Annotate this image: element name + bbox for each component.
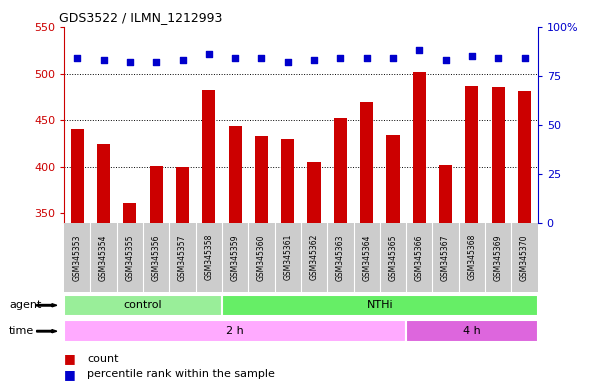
Point — [178, 57, 188, 63]
Text: agent: agent — [9, 300, 42, 310]
Bar — [202, 90, 216, 384]
Text: ■: ■ — [64, 353, 76, 366]
Bar — [71, 129, 84, 384]
Text: NTHi: NTHi — [367, 300, 393, 310]
Bar — [518, 91, 531, 384]
Bar — [386, 135, 400, 384]
Bar — [439, 165, 452, 384]
Text: GSM345357: GSM345357 — [178, 234, 187, 281]
Point — [441, 57, 450, 63]
Bar — [334, 118, 347, 384]
Text: GSM345368: GSM345368 — [467, 234, 477, 280]
Bar — [64, 320, 406, 343]
Point — [335, 55, 345, 61]
Text: GSM345363: GSM345363 — [336, 234, 345, 281]
Point — [414, 47, 424, 53]
Bar — [360, 103, 373, 384]
Bar — [492, 86, 505, 384]
Point — [309, 57, 319, 63]
Bar — [406, 320, 538, 343]
Text: count: count — [87, 354, 119, 364]
Text: GSM345358: GSM345358 — [204, 234, 213, 280]
Text: GSM345361: GSM345361 — [284, 234, 292, 280]
Bar — [412, 72, 426, 384]
Point — [125, 59, 135, 65]
Bar — [64, 295, 222, 316]
Text: GSM345360: GSM345360 — [257, 234, 266, 281]
Text: percentile rank within the sample: percentile rank within the sample — [87, 369, 275, 379]
Text: GSM345354: GSM345354 — [99, 234, 108, 281]
Text: GSM345365: GSM345365 — [389, 234, 398, 281]
Text: 4 h: 4 h — [463, 326, 481, 336]
Point — [152, 59, 161, 65]
Text: ■: ■ — [64, 368, 76, 381]
Text: GSM345369: GSM345369 — [494, 234, 503, 281]
Bar — [281, 139, 295, 384]
Point — [230, 55, 240, 61]
Bar — [307, 162, 321, 384]
Bar — [176, 167, 189, 384]
Text: 2 h: 2 h — [226, 326, 244, 336]
Bar — [97, 144, 110, 384]
Point — [204, 51, 214, 57]
Bar — [150, 166, 163, 384]
Text: GSM345362: GSM345362 — [310, 234, 318, 280]
Text: GSM345364: GSM345364 — [362, 234, 371, 281]
Point — [362, 55, 371, 61]
Text: GSM345366: GSM345366 — [415, 234, 424, 281]
Bar — [229, 126, 242, 384]
Text: GSM345355: GSM345355 — [125, 234, 134, 281]
Point — [283, 59, 293, 65]
Text: GSM345356: GSM345356 — [152, 234, 161, 281]
Text: GSM345370: GSM345370 — [520, 234, 529, 281]
Text: GSM345367: GSM345367 — [441, 234, 450, 281]
Point — [519, 55, 529, 61]
Bar — [222, 295, 538, 316]
Text: control: control — [124, 300, 163, 310]
Text: GSM345353: GSM345353 — [73, 234, 82, 281]
Point — [73, 55, 82, 61]
Point — [493, 55, 503, 61]
Point — [388, 55, 398, 61]
Text: GDS3522 / ILMN_1212993: GDS3522 / ILMN_1212993 — [59, 11, 223, 24]
Bar — [123, 203, 136, 384]
Bar — [255, 136, 268, 384]
Text: time: time — [9, 326, 34, 336]
Point — [467, 53, 477, 59]
Bar — [466, 86, 478, 384]
Point — [257, 55, 266, 61]
Point — [99, 57, 109, 63]
Text: GSM345359: GSM345359 — [230, 234, 240, 281]
